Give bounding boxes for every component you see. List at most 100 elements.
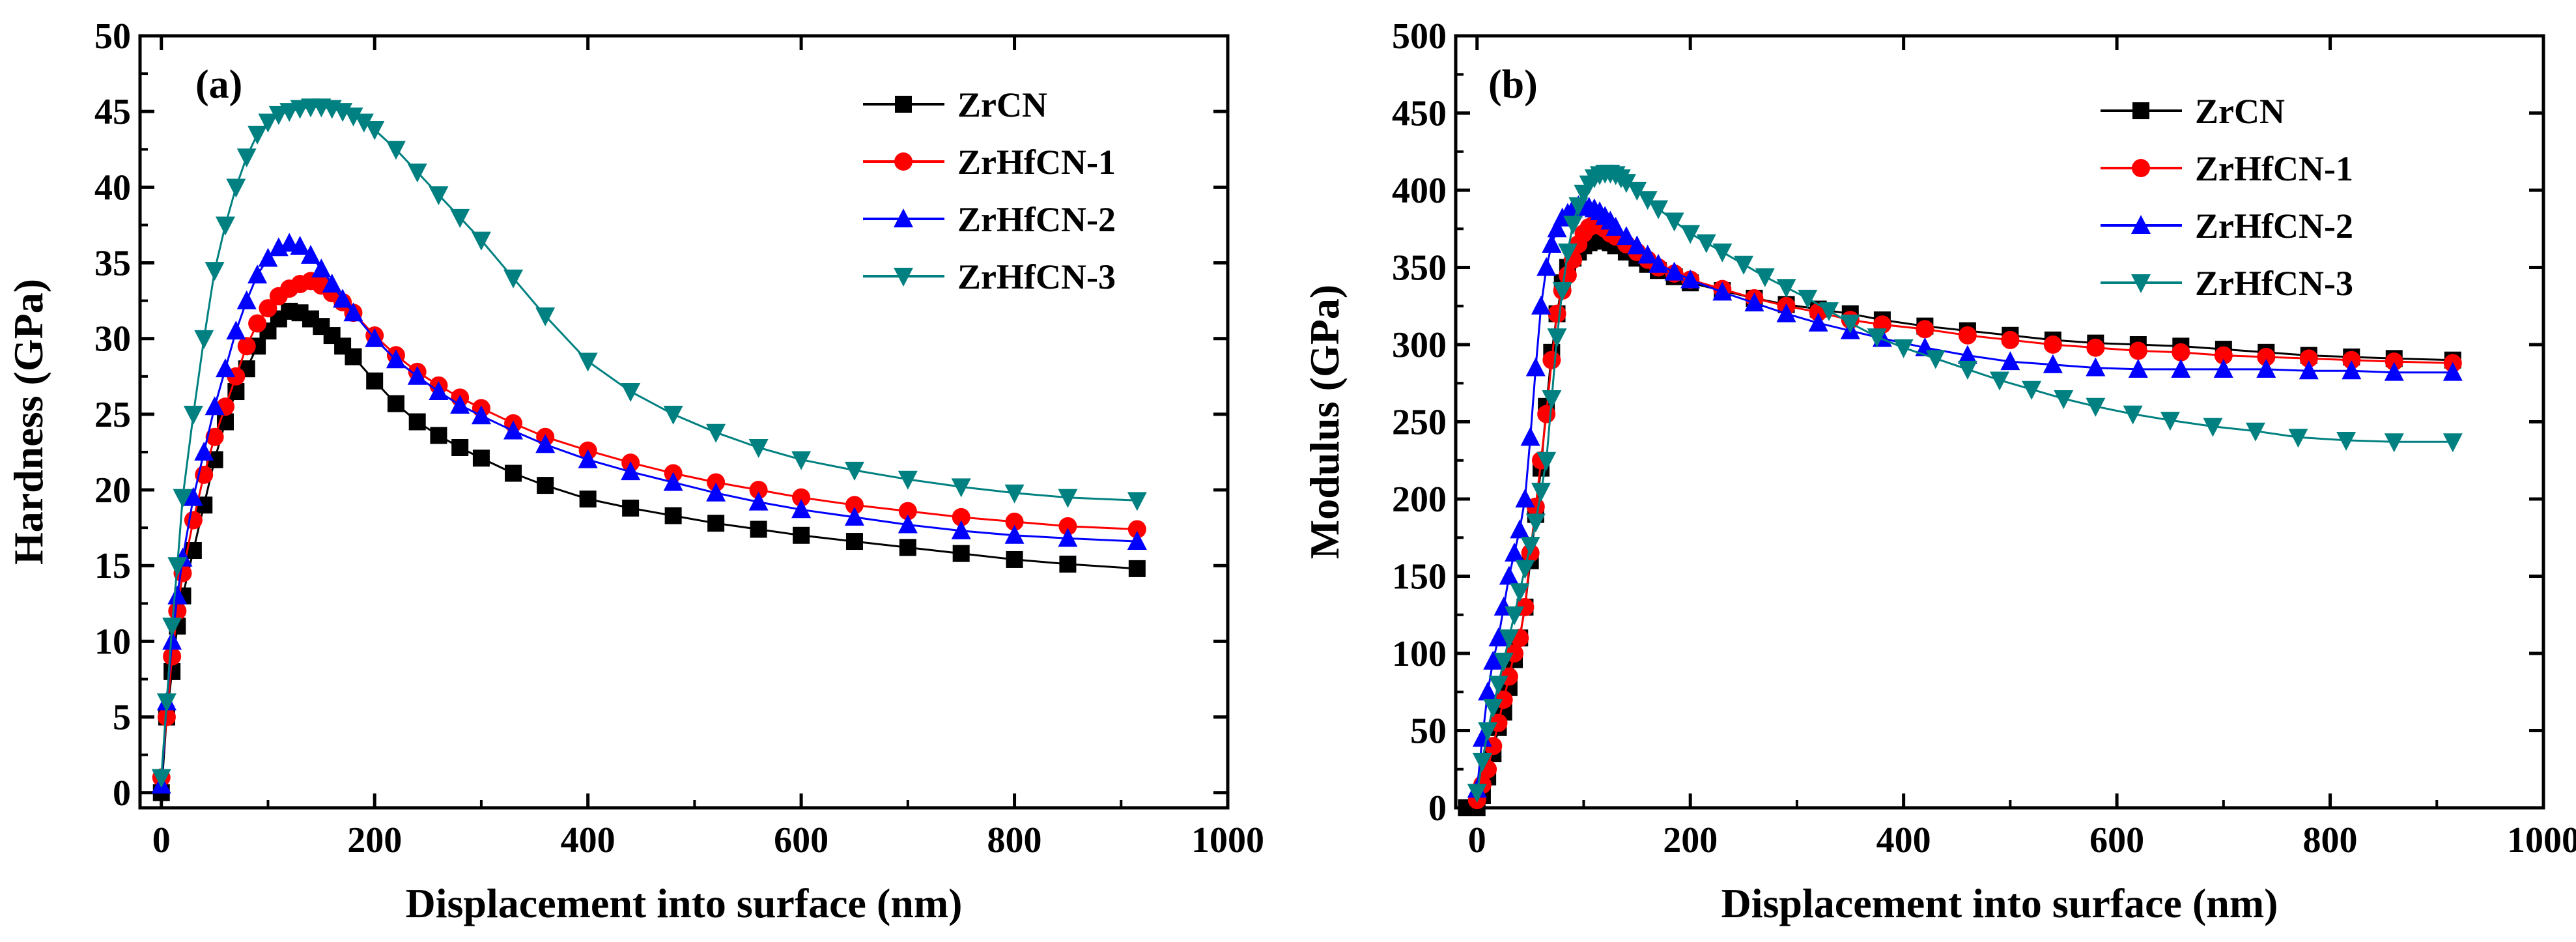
data-point [1548,304,1566,323]
data-point [791,499,812,519]
x-tick-label: 1000 [2507,820,2576,861]
data-point [1499,629,1519,649]
data-point [215,216,235,236]
y-tick-label: 25 [94,395,131,435]
y-tick-label: 0 [113,773,131,814]
data-point [1531,483,1551,502]
data-point [162,618,182,637]
data-point [168,601,187,620]
data-point [1547,218,1567,238]
data-point [899,539,916,556]
data-point [664,507,682,524]
data-point [1488,676,1508,695]
data-point [2043,335,2062,354]
data-point [2384,433,2404,453]
data-point [2000,351,2020,371]
data-point [237,337,256,356]
data-point [2054,390,2074,409]
data-point [1004,524,1025,544]
y-tick-label: 400 [1392,171,1447,211]
data-point [621,461,641,481]
series-line [160,279,1137,778]
panel-modulus: 0 200 400 600 800 1000 0 50 100 150 200 250 300 350 40… [1301,16,2576,926]
x-tick-label: 0 [1468,820,1486,861]
data-point [1128,560,1146,577]
series-zrhfcn-3 [151,98,1147,788]
data-point [343,302,363,322]
data-point [706,482,726,502]
legend-marker [894,268,913,287]
data-point [408,413,426,431]
x-tick-label: 400 [1876,820,1931,861]
data-point [471,231,491,251]
data-point [215,358,235,378]
data-point [162,631,182,650]
legend-label: ZrHfCN-3 [2195,264,2353,303]
data-point [365,328,385,347]
data-point [1467,784,1487,803]
y-tick-label: 30 [94,319,131,360]
data-point [258,248,278,267]
data-point [430,427,447,444]
x-tick-label: 600 [774,820,828,861]
y-tick-label: 450 [1392,94,1447,134]
data-point [2001,330,2020,349]
data-point [343,107,363,127]
y-tick-label: 300 [1392,325,1447,365]
data-point [333,289,353,308]
data-point [1058,489,1078,508]
data-point [2385,352,2403,371]
data-point [1478,681,1498,701]
legend-label: ZrHfCN-2 [957,200,1116,239]
data-point [236,148,257,167]
series-zrhfcn-3 [1467,164,2463,803]
data-point [537,477,554,494]
data-point [706,423,726,443]
data-point [1505,542,1525,562]
series-zrcn [152,302,1146,801]
data-point [1127,492,1147,511]
data-point [2172,343,2190,362]
y-tick-label: 15 [94,546,131,586]
data-point [259,299,277,318]
legend-marker [894,152,913,171]
data-point [451,439,469,456]
data-point [1616,174,1636,193]
data-point [844,461,864,481]
panel-label: (a) [195,63,242,107]
data-point [387,395,404,412]
series-zrcn [1458,231,2461,816]
data-point [1005,512,1024,531]
data-point [1957,360,1977,380]
data-point [621,383,641,403]
y-tick-label: 150 [1392,557,1447,597]
data-point [2213,358,2233,378]
data-point [1680,269,1701,289]
data-point [258,113,278,133]
data-point [1537,405,1556,423]
data-point [167,585,188,605]
data-point [898,470,918,490]
y-tick-label: 500 [1392,16,1447,57]
data-point [1606,216,1626,236]
data-point [898,514,918,534]
x-tick-label: 600 [2089,820,2144,861]
data-point [1744,293,1764,312]
data-point [1552,282,1572,302]
data-point [183,405,203,425]
x-tick-label: 800 [987,820,1042,861]
data-point [1616,226,1636,246]
data-point [248,264,268,284]
series-zrhfcn-1 [152,272,1146,787]
data-point [450,208,470,228]
legend-marker [895,96,912,113]
data-point [1510,583,1530,603]
y-axis-title: Hardness (GPa) [5,279,51,565]
data-point [290,235,310,255]
data-point [386,141,406,160]
data-point [663,472,683,491]
data-point [248,126,268,145]
series-line [160,310,1137,793]
data-point [1488,627,1508,647]
